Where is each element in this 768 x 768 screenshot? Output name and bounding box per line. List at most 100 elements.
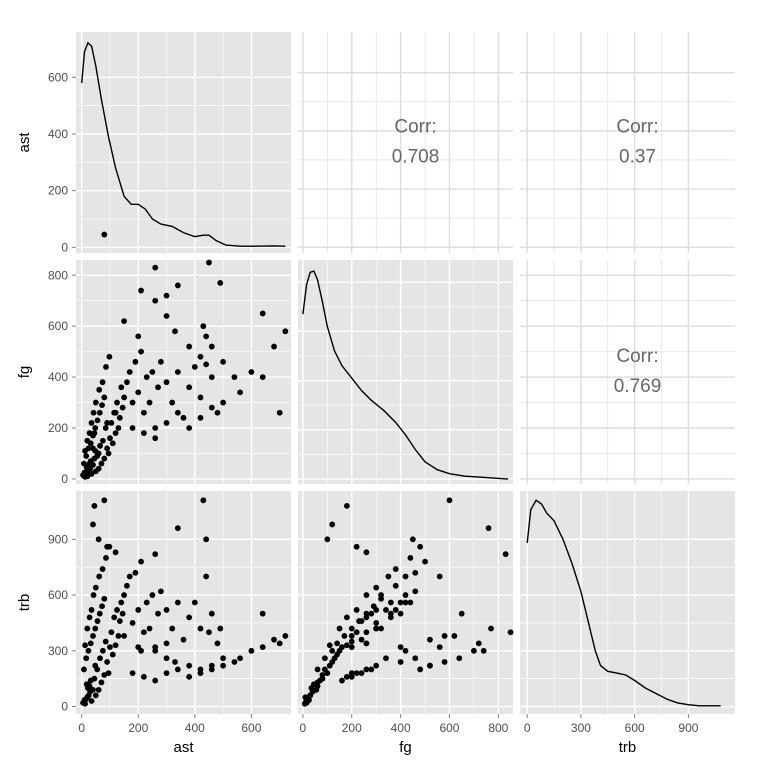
scatter-point	[356, 618, 362, 624]
y-tick-label: 900	[48, 532, 68, 546]
scatter-point	[186, 343, 193, 350]
scatter-point	[402, 599, 409, 606]
scatter-point	[353, 607, 360, 613]
scatter-point	[259, 610, 266, 617]
y-tick-label: 300	[48, 644, 68, 658]
scatter-point	[146, 399, 153, 406]
scatter-point	[129, 670, 136, 677]
scatter-point	[174, 409, 181, 416]
scatter-point	[174, 666, 181, 673]
scatter-point	[456, 655, 463, 662]
scatter-point	[422, 558, 428, 565]
scatter-point	[441, 659, 448, 665]
scatter-point	[200, 497, 207, 504]
scatter-point	[102, 425, 109, 431]
scatter-point	[163, 655, 170, 662]
corr-label: Corr:	[616, 346, 658, 367]
panel-fg-trb: Corr: 0.769	[520, 260, 735, 484]
scatter-point	[339, 644, 345, 650]
scatter-point	[101, 394, 108, 401]
scatter-point	[402, 647, 409, 654]
scatter-point	[329, 521, 336, 528]
scatter-point	[197, 394, 204, 401]
scatter-point	[112, 642, 119, 649]
scatter-point	[114, 399, 120, 406]
scatter-point	[111, 614, 118, 621]
y-axis-title-trb: trb	[16, 594, 33, 612]
scatter-point	[301, 700, 308, 707]
panel-background	[76, 491, 291, 714]
scatter-point	[140, 629, 147, 636]
scatter-point	[363, 640, 370, 647]
scatter-point	[368, 666, 375, 673]
scatter-point	[83, 453, 90, 459]
scatter-point	[81, 460, 87, 467]
y-tick-label: 800	[48, 268, 68, 282]
scatter-point	[334, 651, 340, 658]
scatter-point	[88, 420, 95, 426]
corr-value: 0.708	[392, 147, 440, 168]
scatter-point	[86, 683, 93, 690]
scatter-point	[152, 647, 159, 654]
scatter-point	[208, 343, 215, 350]
y-tick-label: 600	[48, 319, 68, 333]
scatter-point	[99, 566, 106, 572]
scatter-point	[217, 625, 224, 632]
scatter-point	[214, 409, 221, 416]
scatter-point	[96, 610, 103, 617]
scatter-point	[135, 389, 142, 396]
scatter-point	[143, 599, 150, 606]
corr-value: 0.37	[619, 147, 656, 168]
scatter-point	[101, 231, 108, 238]
scatter-point	[143, 374, 150, 380]
panel-fg-ast	[76, 231, 291, 484]
scatter-point	[282, 633, 289, 639]
scatter-point	[104, 659, 111, 665]
scatter-point	[214, 640, 221, 647]
scatter-point	[259, 374, 266, 380]
scatter-point	[84, 467, 91, 473]
panel-trb-fg	[298, 491, 541, 714]
scatter-point	[169, 625, 176, 632]
scatter-point	[95, 465, 102, 472]
scatter-point	[373, 625, 380, 632]
scatter-point	[368, 610, 375, 617]
scatter-point	[81, 666, 87, 673]
scatter-point	[103, 555, 109, 561]
x-tick-label: 400	[185, 721, 205, 735]
scatter-point	[92, 692, 99, 699]
scatter-point	[98, 679, 105, 686]
scatter-point	[186, 662, 193, 669]
scatter-point	[387, 599, 394, 606]
scatter-point	[197, 353, 204, 360]
scatter-point	[108, 629, 115, 636]
scatter-point	[378, 625, 384, 632]
scatter-point	[94, 618, 101, 624]
scatter-point	[91, 502, 98, 509]
scatter-point	[174, 599, 181, 606]
scatter-point	[329, 647, 336, 654]
scatter-point	[237, 389, 243, 396]
panel-trb-trb	[520, 491, 735, 714]
scatter-point	[353, 543, 360, 550]
scatter-point	[427, 636, 433, 643]
x-axis-title-fg: fg	[399, 739, 412, 756]
scatter-point	[348, 644, 355, 650]
scatter-point	[95, 686, 102, 693]
scatter-point	[163, 670, 170, 677]
scatter-point	[373, 620, 380, 626]
scatter-point	[132, 358, 139, 365]
scatter-point	[87, 440, 94, 447]
scatter-point	[105, 450, 112, 457]
scatter-point	[180, 636, 187, 643]
scatter-point	[112, 549, 119, 556]
scatter-point	[90, 409, 97, 416]
scatter-point	[95, 536, 102, 543]
scatter-point	[427, 662, 433, 669]
scatter-point	[94, 417, 101, 424]
scatter-point	[180, 414, 187, 421]
scatter-point	[163, 607, 170, 613]
scatter-point	[348, 638, 355, 645]
scatter-point	[126, 369, 133, 375]
scatter-point	[92, 662, 99, 669]
